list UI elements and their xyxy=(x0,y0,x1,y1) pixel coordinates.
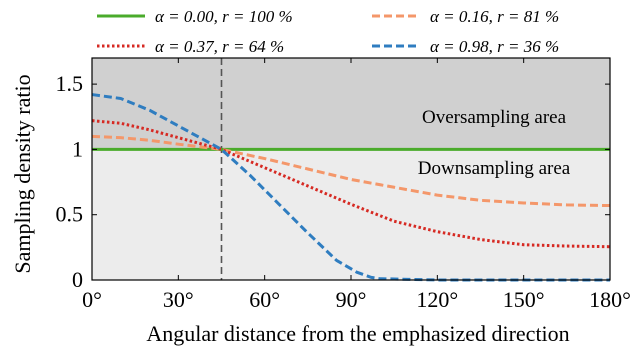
region-downsampling xyxy=(92,149,610,280)
x-tick-label: 90° xyxy=(336,287,367,312)
x-axis-label: Angular distance from the emphasized dir… xyxy=(146,321,569,346)
legend-entry-1: α = 0.16, r = 81 % xyxy=(430,7,559,26)
y-tick-label: 0 xyxy=(72,267,83,292)
y-tick-label: 0.5 xyxy=(56,202,84,227)
region-labels: Oversampling area Downsampling area xyxy=(418,107,571,179)
y-axis-label: Sampling density ratio xyxy=(10,74,35,273)
x-tick-label: 60° xyxy=(249,287,280,312)
legend: α = 0.00, r = 100 % α = 0.16, r = 81 % α =… xyxy=(97,7,559,56)
x-tick-label: 180° xyxy=(589,287,631,312)
x-tick-label: 150° xyxy=(503,287,545,312)
series-lines xyxy=(91,93,611,282)
legend-entry-2: α = 0.37, r = 64 % xyxy=(155,37,284,56)
x-axis-ticks: 0° 30° 60° 90° 120° 150° 180° xyxy=(82,58,631,312)
y-tick-label: 1.5 xyxy=(56,71,84,96)
y-axis-ticks: 0 0.5 1 1.5 xyxy=(56,71,610,292)
region-oversampling xyxy=(92,58,610,150)
legend-entry-0: α = 0.00, r = 100 % xyxy=(155,7,293,26)
x-tick-label: 30° xyxy=(163,287,194,312)
series-line-3 xyxy=(91,93,610,282)
x-tick-label: 0° xyxy=(82,287,102,312)
oversampling-label: Oversampling area xyxy=(422,107,567,128)
series-line-1 xyxy=(91,134,611,208)
y-tick-label: 1 xyxy=(72,136,83,161)
shaded-regions xyxy=(92,58,610,280)
legend-entry-3: α = 0.98, r = 36 % xyxy=(430,37,559,56)
downsampling-label: Downsampling area xyxy=(418,158,571,179)
series-line-2 xyxy=(91,119,611,249)
x-tick-label: 120° xyxy=(416,287,458,312)
